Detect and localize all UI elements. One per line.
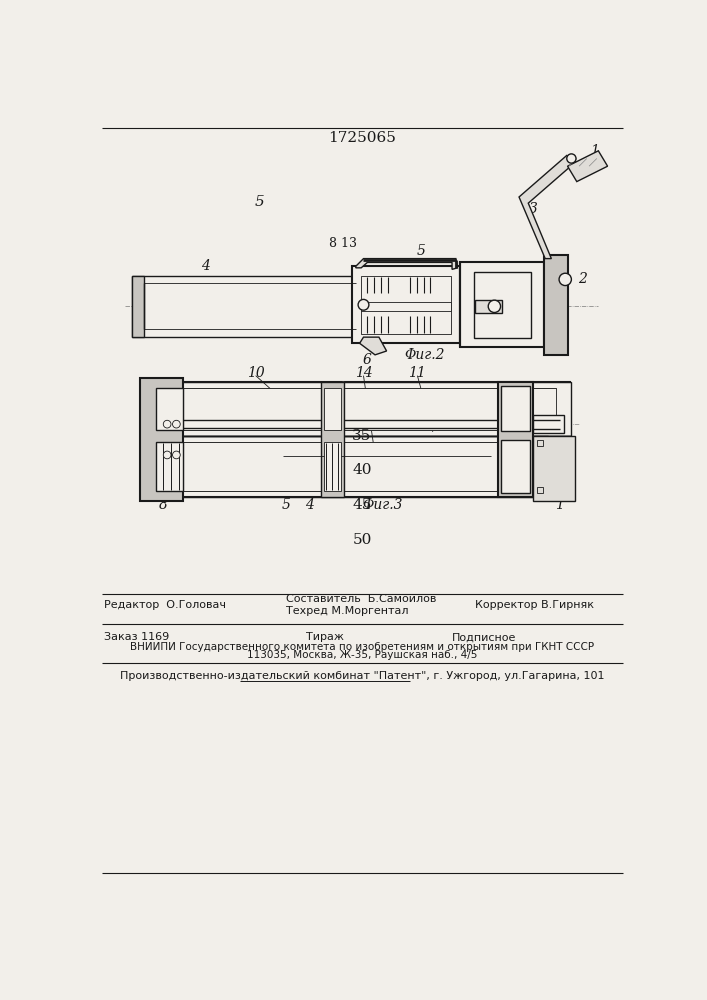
Bar xyxy=(132,276,356,337)
Text: 11: 11 xyxy=(409,366,426,380)
Bar xyxy=(325,442,341,491)
Circle shape xyxy=(489,300,501,312)
Text: 4: 4 xyxy=(201,259,210,273)
Text: 3: 3 xyxy=(528,202,537,216)
Text: 50: 50 xyxy=(352,533,372,547)
Text: Тираж: Тираж xyxy=(305,632,344,642)
Text: 1: 1 xyxy=(556,498,564,512)
Bar xyxy=(163,442,533,491)
Bar xyxy=(533,436,575,501)
Text: 2: 2 xyxy=(578,272,588,286)
Circle shape xyxy=(559,273,571,286)
Bar xyxy=(533,415,563,433)
Bar xyxy=(352,266,460,343)
Bar xyxy=(140,378,182,501)
Bar xyxy=(148,436,549,497)
Text: 5: 5 xyxy=(417,244,426,258)
Bar xyxy=(361,276,450,334)
Text: 8 13: 8 13 xyxy=(329,237,357,250)
Circle shape xyxy=(358,299,369,310)
Polygon shape xyxy=(568,151,607,182)
Bar xyxy=(474,272,530,338)
Bar xyxy=(132,276,144,337)
Text: 8: 8 xyxy=(159,498,168,512)
Text: 10: 10 xyxy=(247,366,264,380)
Circle shape xyxy=(173,420,180,428)
Text: Φиг.3: Φиг.3 xyxy=(363,498,403,512)
Bar xyxy=(475,300,502,312)
Text: 1: 1 xyxy=(590,144,599,158)
Text: ВНИИПИ Государственного комитета по изобретениям и открытиям при ГКНТ СССР: ВНИИПИ Государственного комитета по изоб… xyxy=(130,642,594,652)
Text: 1725065: 1725065 xyxy=(328,131,396,145)
Bar xyxy=(498,382,533,497)
Circle shape xyxy=(163,420,171,428)
Text: Подписное: Подписное xyxy=(452,632,516,642)
Text: Составитель  Б.Самойлов: Составитель Б.Самойлов xyxy=(286,594,437,604)
Bar xyxy=(460,262,544,347)
Bar xyxy=(501,386,530,431)
Text: Заказ 1169: Заказ 1169 xyxy=(104,632,169,642)
Bar xyxy=(537,440,543,446)
Text: Производственно-издательский комбинат "Патент", г. Ужгород, ул.Гагарина, 101: Производственно-издательский комбинат "П… xyxy=(119,671,604,681)
Text: Редактор  О.Головач: Редактор О.Головач xyxy=(104,600,226,610)
Circle shape xyxy=(163,451,171,459)
Bar xyxy=(501,440,530,493)
Text: 40: 40 xyxy=(352,463,372,477)
Polygon shape xyxy=(356,259,457,269)
Bar xyxy=(148,382,571,436)
Bar xyxy=(163,388,556,430)
Text: 35: 35 xyxy=(352,429,372,443)
Circle shape xyxy=(173,451,180,459)
Bar xyxy=(321,382,344,497)
Circle shape xyxy=(567,154,576,163)
Bar xyxy=(156,388,182,430)
Text: 4: 4 xyxy=(305,498,314,512)
Bar xyxy=(156,442,182,491)
Polygon shape xyxy=(360,337,387,355)
Text: 6: 6 xyxy=(363,353,372,367)
Bar xyxy=(361,302,450,311)
Text: 5: 5 xyxy=(255,195,264,209)
Text: Техред М.Моргентал: Техред М.Моргентал xyxy=(286,606,409,616)
Text: Корректор В.Гирняк: Корректор В.Гирняк xyxy=(475,600,594,610)
Text: 5: 5 xyxy=(282,498,291,512)
Bar xyxy=(325,388,341,430)
Polygon shape xyxy=(519,155,576,259)
Bar xyxy=(544,255,568,355)
Text: 113035, Москва, Ж-35, Раушская наб., 4/5: 113035, Москва, Ж-35, Раушская наб., 4/5 xyxy=(247,650,477,660)
Text: 14: 14 xyxy=(355,366,373,380)
Bar xyxy=(537,487,543,493)
Text: 45: 45 xyxy=(352,498,372,512)
Text: Φиг.2: Φиг.2 xyxy=(405,348,445,362)
